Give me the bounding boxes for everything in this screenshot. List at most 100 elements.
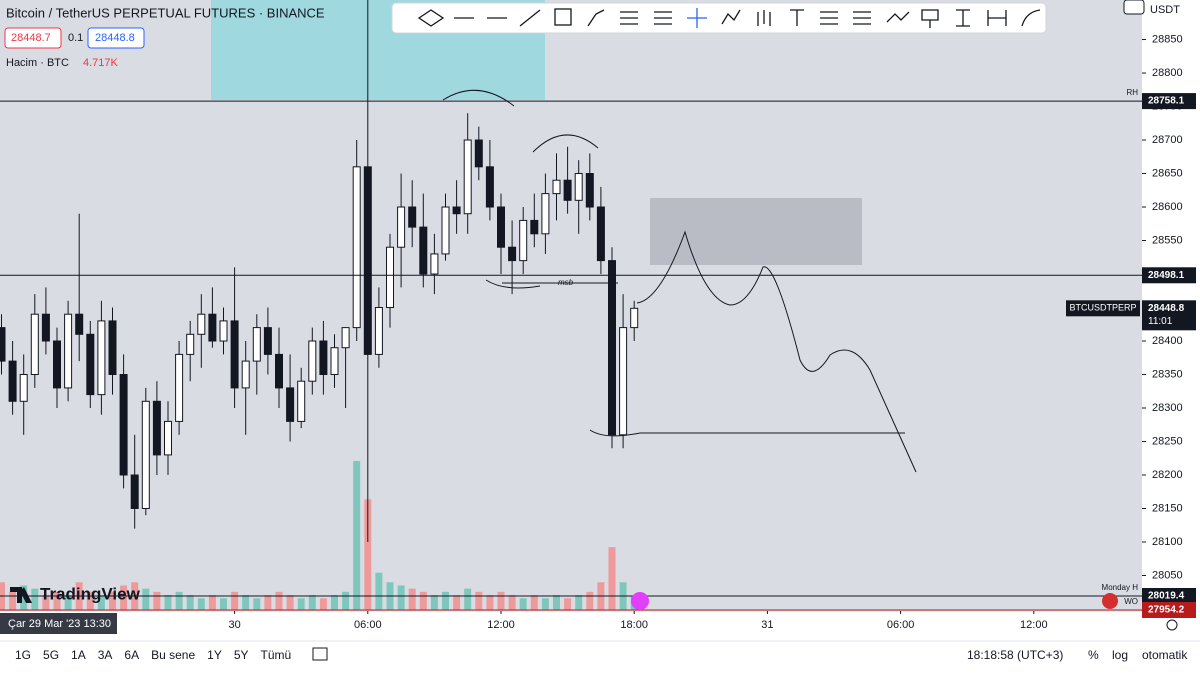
level-label: 27954.2: [1148, 605, 1185, 616]
volume-bar: [308, 595, 316, 611]
scale-option[interactable]: otomatik: [1142, 648, 1188, 662]
volume-bar: [31, 588, 39, 611]
y-tick-label: 28050: [1152, 569, 1183, 581]
bottom-bar: [0, 641, 1200, 675]
volume-bar: [319, 598, 327, 611]
range-button[interactable]: Bu sene: [151, 648, 195, 662]
candle-body: [397, 206, 406, 248]
range-button[interactable]: 3A: [98, 648, 113, 662]
volume-bar: [175, 591, 183, 611]
volume-bar: [575, 595, 583, 611]
range-button[interactable]: 5Y: [234, 648, 249, 662]
level-label-bg: [1142, 267, 1196, 284]
volume-bar: [142, 588, 150, 611]
volume-bar: [541, 598, 549, 611]
range-button[interactable]: 6A: [124, 648, 139, 662]
volume-bar: [597, 582, 605, 611]
level-label-bg: [1142, 602, 1196, 618]
candle-body: [408, 206, 417, 228]
bid[interactable]: 28448.7: [11, 32, 51, 44]
ask-box[interactable]: [87, 27, 145, 49]
candle-body: [86, 333, 95, 396]
candle-body: [530, 219, 539, 235]
flag-icon: [1102, 593, 1118, 609]
y-tick-label: 28400: [1152, 335, 1183, 347]
brand-name: TradingView: [40, 584, 141, 603]
scale-option[interactable]: log: [1112, 648, 1128, 662]
volume-bar: [375, 572, 383, 611]
candle-body: [341, 327, 350, 349]
candle-body: [286, 387, 295, 422]
range-button[interactable]: Tümü: [261, 648, 292, 662]
volume-bar: [553, 595, 560, 611]
x-tick-label: 12:00: [1020, 619, 1048, 631]
supply-zone: [650, 198, 862, 265]
candle-body: [252, 327, 261, 362]
volume-bar: [397, 585, 405, 611]
volume-bar: [286, 595, 294, 611]
y-tick-label: 28150: [1152, 502, 1183, 514]
ask[interactable]: 28448.8: [95, 32, 135, 44]
volume-bar: [408, 588, 416, 611]
candle-body: [241, 360, 250, 389]
range-button[interactable]: 1A: [71, 648, 86, 662]
candle-body: [419, 226, 428, 275]
level-label-bg: [1142, 587, 1196, 604]
candle-body: [630, 307, 639, 329]
candle-body: [563, 179, 572, 201]
last-price-name: BTCUSDTPERP: [1069, 303, 1136, 313]
x-tick-label: 30: [228, 619, 240, 631]
candle-body: [119, 374, 128, 476]
volume-bar: [564, 598, 572, 611]
volume-bar: [109, 591, 116, 611]
candle-body: [275, 353, 283, 389]
currency[interactable]: USDT: [1150, 4, 1180, 16]
volume-bar: [419, 591, 427, 611]
candle-body: [0, 327, 6, 362]
candle-body: [8, 360, 17, 402]
x-tick-label: 12:00: [487, 619, 515, 631]
countdown: 11:01: [1148, 316, 1173, 327]
volume-bar: [97, 595, 105, 611]
candle-body: [519, 219, 528, 262]
candle-body: [497, 206, 505, 248]
candle-body: [485, 166, 494, 208]
volume-bar: [131, 582, 139, 611]
level-label: 28758.1: [1148, 96, 1185, 107]
volume-bar: [486, 595, 494, 611]
level-tag: Monday H: [1102, 583, 1139, 592]
candle-body: [541, 193, 550, 235]
candle-body: [596, 206, 605, 262]
event-icon[interactable]: [631, 592, 649, 610]
scale-option[interactable]: %: [1088, 648, 1099, 662]
toolbar: [391, 2, 1047, 34]
candle-body: [319, 340, 328, 376]
candle-body: [363, 166, 372, 355]
date-range-icon[interactable]: [312, 647, 328, 661]
brand: TradingView: [10, 584, 141, 603]
volume-bar: [586, 591, 594, 611]
candle-body: [230, 320, 239, 389]
volume-bar: [497, 591, 505, 611]
volume-bar: [331, 595, 338, 611]
range-button[interactable]: 5G: [43, 648, 59, 662]
volume-bar: [75, 582, 83, 611]
bid-box[interactable]: [4, 27, 62, 49]
volume-bar: [197, 598, 205, 611]
candle-body: [452, 206, 461, 215]
y-tick-label: 28350: [1152, 368, 1183, 380]
settings-btn[interactable]: [1123, 0, 1145, 15]
last-price-bg: [1142, 300, 1196, 331]
last-price: 28448.8: [1148, 303, 1185, 314]
volume-bar: [53, 591, 61, 611]
volume-bar: [453, 595, 461, 611]
candle-body: [108, 320, 117, 376]
range-button[interactable]: 1Y: [207, 648, 222, 662]
candle-body: [30, 313, 39, 376]
axis-settings[interactable]: [1166, 619, 1178, 631]
candle-body: [97, 320, 106, 396]
volume-bar: [386, 582, 394, 611]
time-axis: [0, 611, 1200, 641]
range-button[interactable]: 1G: [15, 648, 31, 662]
